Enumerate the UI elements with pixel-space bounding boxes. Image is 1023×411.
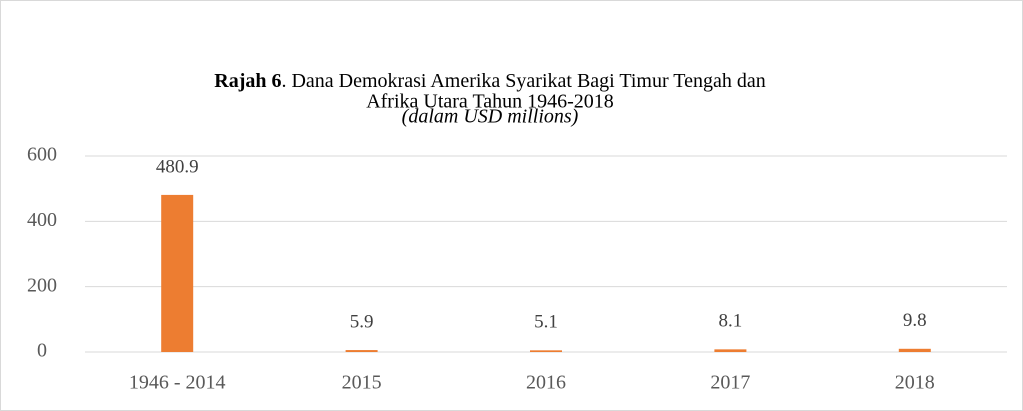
y-tick-label: 0 <box>37 340 47 362</box>
bar <box>161 194 194 352</box>
y-tick-label: 400 <box>27 209 57 231</box>
x-tick-label: 2018 <box>895 372 935 394</box>
chart-subtitle: (dalam USD millions) <box>402 106 579 128</box>
data-label: 5.9 <box>350 311 374 332</box>
bar <box>345 350 378 352</box>
data-label: 480.9 <box>156 156 199 177</box>
chart-title-line: Afrika Utara Tahun 1946-2018 <box>366 91 614 113</box>
bar <box>530 350 562 352</box>
data-label: 8.1 <box>719 311 743 332</box>
y-tick-label: 200 <box>27 274 57 296</box>
x-tick-label: 2015 <box>342 372 382 394</box>
bar <box>714 349 747 352</box>
bar <box>898 348 931 352</box>
chart-title: Rajah 6. Dana Demokrasi Amerika Syarikat… <box>214 70 766 92</box>
data-label: 5.1 <box>534 312 558 333</box>
title-text: . Dana Demokrasi Amerika Syarikat Bagi T… <box>281 70 765 92</box>
title-label: Rajah 6 <box>214 70 281 92</box>
y-tick-label: 600 <box>27 144 57 166</box>
x-tick-label: 1946 - 2014 <box>129 372 226 394</box>
x-tick-label: 2016 <box>526 372 566 394</box>
x-tick-label: 2017 <box>710 372 750 394</box>
data-label: 9.8 <box>903 310 927 331</box>
